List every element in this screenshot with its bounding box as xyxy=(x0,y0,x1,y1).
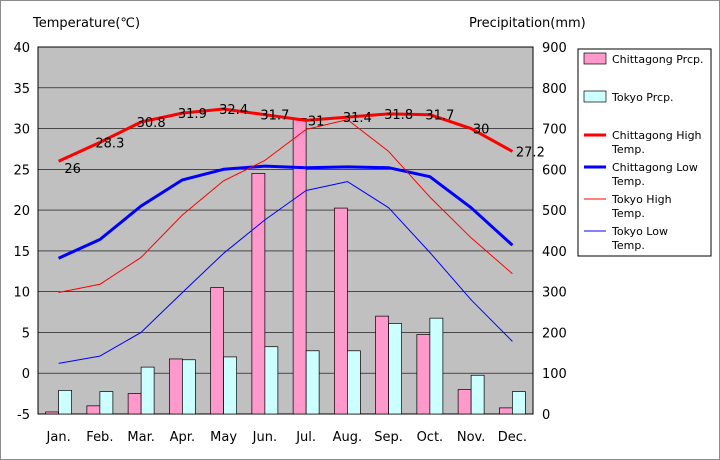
bar-tokyo-prcp xyxy=(223,356,237,415)
data-label: 28.3 xyxy=(95,136,124,151)
line-series-0 xyxy=(57,107,514,163)
y-right-tick-label: 500 xyxy=(542,204,567,219)
data-label: 31.7 xyxy=(260,109,289,124)
bar-chittagong-prcp xyxy=(86,405,101,415)
y-right-tick-label: 0 xyxy=(542,408,550,423)
y-right-tick-label: 700 xyxy=(542,123,567,138)
bar-tokyo-prcp xyxy=(99,391,114,415)
axes: -505101520253035400100200300400500600700… xyxy=(13,41,566,445)
data-label: 31.4 xyxy=(343,111,372,126)
bar-tokyo-prcp xyxy=(470,374,485,415)
legend-label: Chittagong High xyxy=(612,129,702,142)
bar-chittagong-prcp xyxy=(292,118,307,415)
data-label: 31.8 xyxy=(384,108,413,123)
bar-tokyo-prcp xyxy=(305,350,320,415)
x-tick-label: Apr. xyxy=(170,430,195,445)
bar-chittagong-prcp xyxy=(127,393,142,415)
bar-chittagong-prcp xyxy=(45,411,59,415)
x-tick-label: Feb. xyxy=(86,430,113,445)
line-series-2 xyxy=(58,119,513,293)
line-series-3 xyxy=(58,181,513,364)
data-label: 31 xyxy=(308,114,325,129)
grid-lines xyxy=(38,87,533,374)
bars xyxy=(45,118,526,415)
y-right-tick-label: 600 xyxy=(542,163,567,178)
x-tick-label: Oct. xyxy=(417,430,444,445)
y-right-axis-title: Precipitation(mm) xyxy=(469,16,586,31)
x-tick-label: Jan. xyxy=(46,430,71,445)
legend-swatch xyxy=(583,52,607,65)
bar-tokyo-prcp xyxy=(429,317,444,415)
bar-chittagong-prcp xyxy=(416,334,431,415)
bar-tokyo-prcp xyxy=(140,366,155,415)
data-label: 32.4 xyxy=(219,103,248,118)
legend-label: Chittagong Low xyxy=(612,161,698,174)
data-label: 27.2 xyxy=(516,145,545,160)
legend-box xyxy=(577,48,712,257)
data-label: 30.8 xyxy=(137,116,166,131)
lines xyxy=(57,107,514,364)
bar-chittagong-prcp xyxy=(499,407,513,415)
bar-chittagong-prcp xyxy=(251,173,266,415)
x-tick-label: Dec. xyxy=(498,430,527,445)
bar-tokyo-prcp xyxy=(182,359,196,415)
y-left-tick-label: 35 xyxy=(13,82,30,97)
plot-area xyxy=(37,46,534,415)
legend-swatch xyxy=(583,90,607,103)
legend-label: Temp. xyxy=(611,143,645,156)
y-right-tick-label: 100 xyxy=(542,367,567,382)
legend: Chittagong Prcp. Tokyo Prcp. Chittagong Hi… xyxy=(583,52,704,252)
data-label: 31.9 xyxy=(178,107,207,122)
y-left-tick-label: 20 xyxy=(13,204,30,219)
legend-label: Tokyo High xyxy=(611,193,672,206)
x-tick-label: May xyxy=(210,430,237,445)
data-label: 31.7 xyxy=(425,109,454,124)
y-left-tick-label: 30 xyxy=(13,123,30,138)
legend-label: Temp. xyxy=(611,175,645,188)
bar-tokyo-prcp xyxy=(264,346,279,415)
x-tick-label: Nov. xyxy=(457,430,486,445)
y-left-tick-label: -5 xyxy=(17,408,30,423)
legend-label: Temp. xyxy=(611,239,645,252)
y-right-tick-label: 900 xyxy=(542,41,567,56)
bar-tokyo-prcp xyxy=(512,391,526,415)
data-label: 26 xyxy=(64,162,81,177)
bar-tokyo-prcp xyxy=(347,350,361,415)
legend-label: Chittagong Prcp. xyxy=(612,53,704,66)
y-right-tick-label: 200 xyxy=(542,326,567,341)
y-left-tick-label: 5 xyxy=(22,326,30,341)
x-tick-label: Jun. xyxy=(252,430,277,445)
y-left-tick-label: 10 xyxy=(13,286,30,301)
bar-tokyo-prcp xyxy=(58,389,72,415)
y-right-tick-label: 300 xyxy=(542,286,567,301)
y-left-tick-label: 40 xyxy=(13,41,30,56)
bar-chittagong-prcp xyxy=(334,207,348,415)
bar-chittagong-prcp xyxy=(169,358,183,415)
x-tick-label: Jul. xyxy=(295,430,316,445)
legend-label: Tokyo Low xyxy=(611,225,668,238)
bar-tokyo-prcp xyxy=(388,323,402,415)
y-left-tick-label: 0 xyxy=(22,367,30,382)
legend-label: Tokyo Prcp. xyxy=(611,91,674,104)
line-series-1 xyxy=(57,164,514,260)
y-right-tick-label: 400 xyxy=(542,245,567,260)
x-tick-label: Sep. xyxy=(374,430,403,445)
y-left-tick-label: 25 xyxy=(13,163,30,178)
bar-chittagong-prcp xyxy=(457,389,472,415)
bar-chittagong-prcp xyxy=(375,315,389,415)
data-label: 30 xyxy=(473,123,490,138)
x-tick-label: Mar. xyxy=(127,430,154,445)
y-right-tick-label: 800 xyxy=(542,82,567,97)
legend-label: Temp. xyxy=(611,207,645,220)
bar-chittagong-prcp xyxy=(210,287,224,415)
data-labels: 26 28.3 30.8 31.9 32.4 31.7 31 31.4 31.8 31.7 30 27… xyxy=(64,103,545,177)
y-left-tick-label: 15 xyxy=(13,245,30,260)
y-left-axis-title: Temperature(℃) xyxy=(32,16,140,31)
x-tick-label: Aug. xyxy=(333,430,363,445)
